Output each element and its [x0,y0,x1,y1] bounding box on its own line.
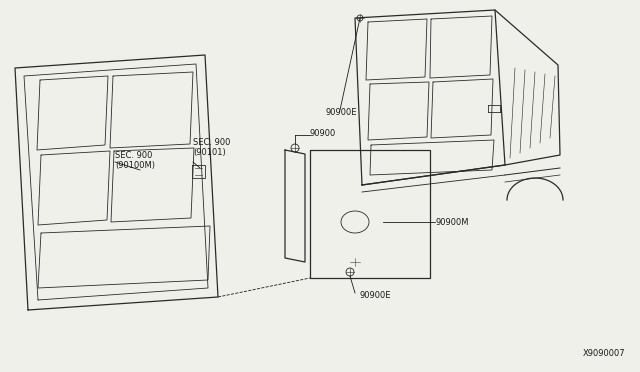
Text: 90900E: 90900E [325,108,356,116]
Text: 90900M: 90900M [435,218,468,227]
Text: 90900E: 90900E [360,291,392,299]
Text: 90900: 90900 [310,128,336,138]
Text: (90100M): (90100M) [115,161,155,170]
Text: X9090007: X9090007 [582,349,625,358]
Text: SEC. 900: SEC. 900 [193,138,230,147]
Text: (90101): (90101) [193,148,226,157]
Text: SEC. 900: SEC. 900 [115,151,152,160]
